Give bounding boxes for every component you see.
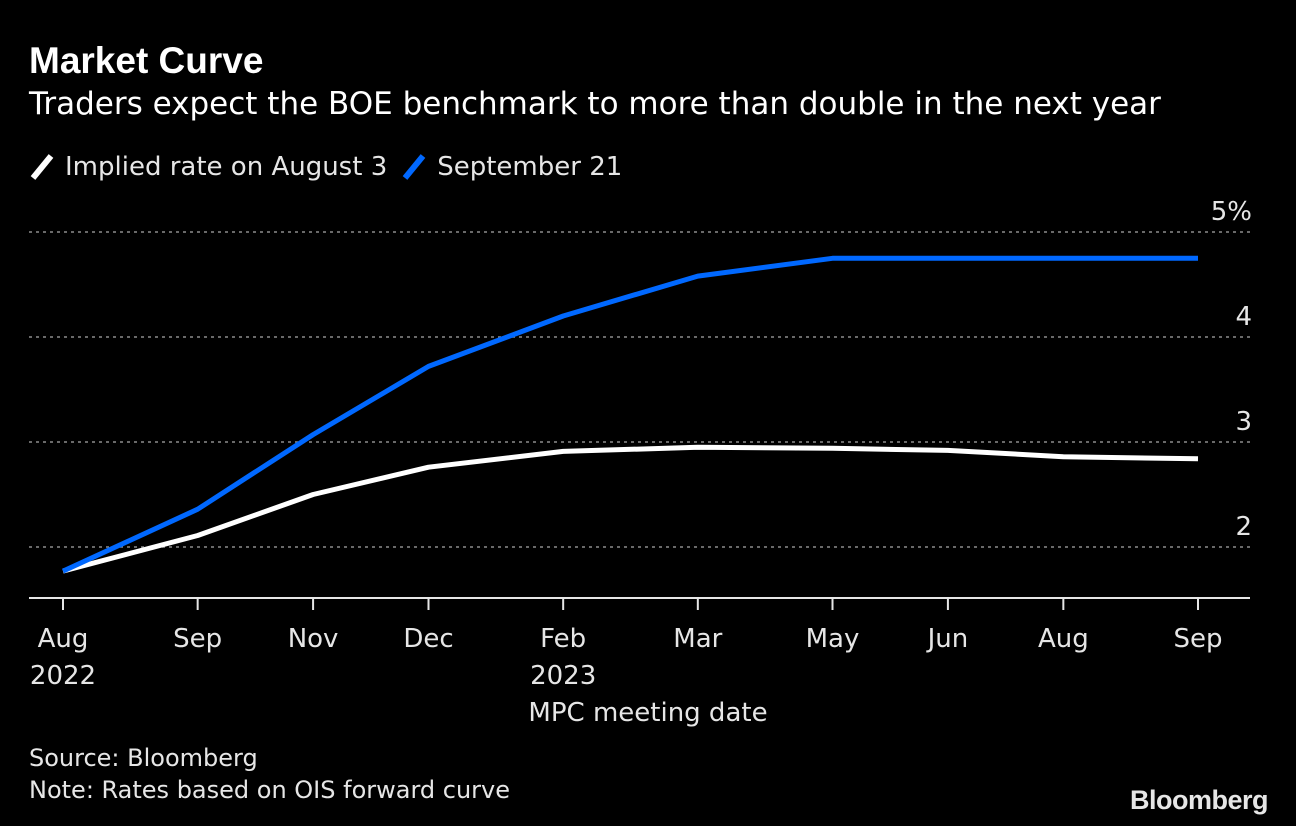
- chart-subtitle: Traders expect the BOE benchmark to more…: [29, 86, 1161, 122]
- series-line-1: [61, 255, 1198, 574]
- legend-label-september-21: September 21: [437, 152, 623, 182]
- method-note: Note: Rates based on OIS forward curve: [29, 776, 511, 804]
- series-line-0: [62, 444, 1199, 574]
- y-axis-labels: 5% 4 3 2: [1211, 197, 1252, 542]
- x-tick-label: Nov: [288, 624, 339, 654]
- legend-item-august-3: Implied rate on August 3: [29, 150, 387, 184]
- y-tick-label: 4: [1235, 302, 1252, 332]
- x-tick-label: Jun: [926, 624, 969, 654]
- bloomberg-logo: Bloomberg: [1129, 785, 1269, 815]
- x-tick-label: Feb: [540, 624, 586, 654]
- x-tick-label: Sep: [173, 624, 222, 654]
- legend-label-august-3: Implied rate on August 3: [65, 152, 388, 182]
- y-tick-label: 5%: [1211, 197, 1252, 227]
- x-tick-label: Dec: [403, 624, 453, 654]
- x-axis-title: MPC meeting date: [528, 698, 767, 728]
- legend-item-september-21: September 21: [401, 150, 622, 184]
- x-tick-label: Aug: [1038, 624, 1089, 654]
- source-note: Source: Bloomberg: [29, 744, 258, 772]
- x-tick-label: Aug: [38, 624, 89, 654]
- legend-swatch-september-21: [402, 154, 426, 180]
- y-tick-label: 3: [1235, 407, 1252, 437]
- x-tick-year-label: 2023: [530, 661, 596, 691]
- legend: Implied rate on August 3 September 21: [29, 150, 636, 184]
- x-axis: Aug 2022 Sep Nov Dec Feb 2023 Mar May Jun Aug Sep: [29, 597, 1250, 691]
- footer: Source: Bloomberg Note: Rates based on O…: [29, 742, 510, 806]
- chart-title: Market Curve: [29, 40, 264, 81]
- x-tick-year-label: 2022: [30, 661, 96, 691]
- series-lines: [61, 255, 1199, 574]
- y-tick-label: 2: [1235, 512, 1252, 542]
- x-tick-label: May: [806, 624, 860, 654]
- x-tick-label: Sep: [1173, 624, 1222, 654]
- legend-swatch-august-3: [30, 154, 54, 180]
- x-tick-label: Mar: [673, 624, 722, 654]
- gridlines: [29, 231, 1250, 548]
